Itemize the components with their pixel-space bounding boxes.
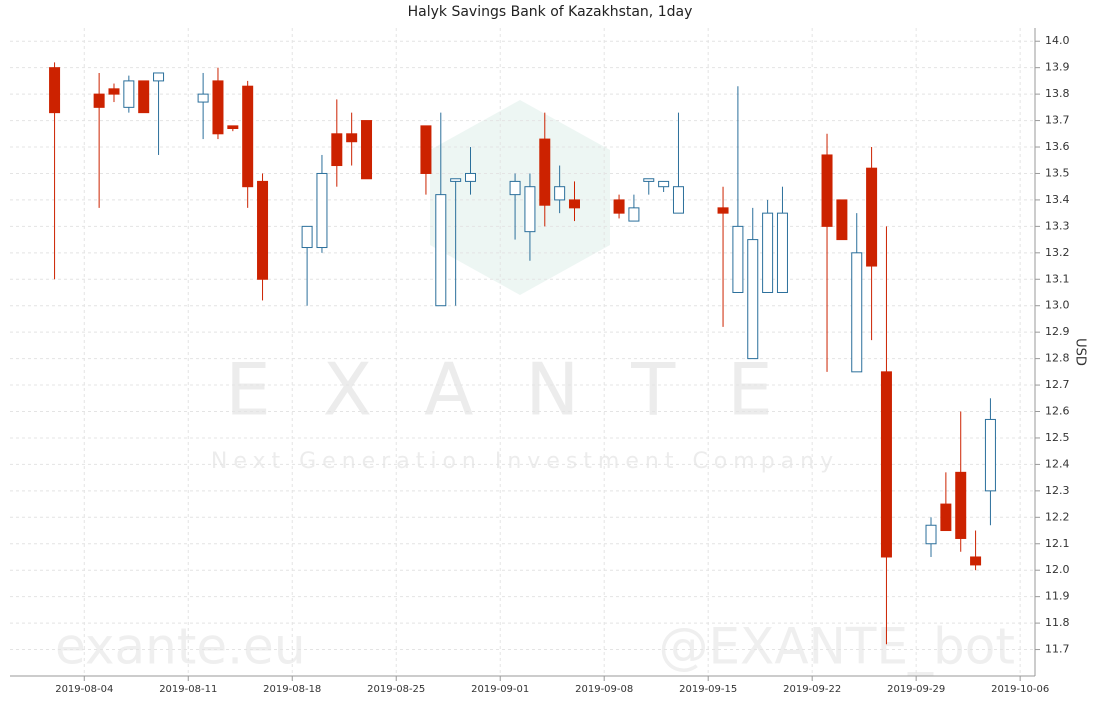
candle-body [93, 93, 105, 108]
watermark-tagline: Next Generation Investment Company [211, 449, 839, 474]
candle-body [465, 172, 477, 182]
candle-body [212, 80, 224, 135]
x-tick-label: 2019-09-22 [783, 684, 841, 695]
candle-body [435, 194, 447, 307]
candle-body [643, 178, 655, 182]
y-tick-label: 12.7 [1045, 378, 1070, 391]
candle-body [539, 138, 551, 206]
y-tick-label: 13.0 [1045, 299, 1070, 312]
candle-body [108, 88, 120, 95]
y-tick-label: 12.0 [1045, 563, 1070, 576]
candle-body [554, 186, 566, 201]
y-tick-label: 11.9 [1045, 590, 1070, 603]
candle-body [509, 180, 521, 196]
chart-title: Halyk Savings Bank of Kazakhstan, 1day [408, 4, 693, 20]
candle-body [776, 212, 788, 293]
candle-body [227, 125, 239, 130]
candle-body [925, 524, 937, 545]
y-tick-label: 13.2 [1045, 246, 1070, 259]
candle-body [49, 67, 61, 114]
watermark-brand: EXANTE [225, 348, 824, 432]
y-tick-label: 13.9 [1045, 61, 1070, 74]
candle-body [613, 199, 625, 214]
y-tick-label: 12.9 [1045, 325, 1070, 338]
y-tick-label: 12.1 [1045, 537, 1070, 550]
watermark-logo [430, 100, 610, 295]
watermark [430, 100, 610, 295]
candle-body [153, 72, 165, 82]
y-tick-label: 13.1 [1045, 272, 1070, 285]
candle-body [866, 167, 878, 267]
y-tick-label: 12.3 [1045, 484, 1070, 497]
candle-body [970, 556, 982, 566]
candle-body [420, 125, 432, 174]
candle-body [940, 503, 952, 532]
watermark-bot: @EXANTE_bot [658, 618, 1015, 676]
candle-body [880, 371, 892, 558]
candle-body [138, 80, 150, 114]
candle-body [450, 178, 462, 182]
candle-body [123, 80, 135, 108]
candle-body [658, 180, 670, 188]
y-tick-label: 12.4 [1045, 457, 1070, 470]
y-tick-label: 12.6 [1045, 405, 1070, 418]
y-tick-label: 13.3 [1045, 219, 1070, 232]
y-tick-label: 11.8 [1045, 616, 1070, 629]
candle-body [331, 133, 343, 167]
candle-body [197, 93, 209, 103]
candle-body [301, 225, 313, 249]
x-tick-label: 2019-09-15 [679, 684, 737, 695]
y-tick-label: 14.0 [1045, 34, 1070, 47]
y-tick-label: 12.2 [1045, 510, 1070, 523]
y-tick-label: 13.4 [1045, 193, 1070, 206]
candle-body [717, 207, 729, 214]
y-tick-label: 13.7 [1045, 114, 1070, 127]
candle-body [568, 199, 580, 209]
x-tick-label: 2019-08-25 [367, 684, 425, 695]
candle-body [732, 225, 744, 293]
candle-body [672, 186, 684, 214]
y-tick-label: 13.5 [1045, 166, 1070, 179]
x-tick-label: 2019-09-29 [887, 684, 945, 695]
y-tick-label: 13.6 [1045, 140, 1070, 153]
candle-body [316, 172, 328, 249]
x-tick-label: 2019-10-06 [991, 684, 1049, 695]
y-axis-label: USD [1073, 338, 1088, 366]
y-tick-label: 11.7 [1045, 643, 1070, 656]
x-tick-label: 2019-08-04 [55, 684, 113, 695]
candle-body [955, 471, 967, 539]
candle-body [747, 239, 759, 360]
watermark-site: exante.eu [55, 618, 306, 676]
candle-body [361, 120, 373, 180]
x-tick-label: 2019-08-11 [159, 684, 217, 695]
y-tick-label: 13.8 [1045, 87, 1070, 100]
candle-body [851, 252, 863, 373]
x-tick-label: 2019-09-01 [471, 684, 529, 695]
candle-body [984, 418, 996, 492]
candle-body [762, 212, 774, 293]
candle-body [346, 133, 358, 143]
y-tick-label: 12.5 [1045, 431, 1070, 444]
candle-body [821, 154, 833, 227]
candle-body [524, 186, 536, 233]
candle-body [628, 207, 640, 222]
y-tick-label: 12.8 [1045, 352, 1070, 365]
candle-body [242, 85, 254, 188]
x-tick-label: 2019-08-18 [263, 684, 321, 695]
candle-body [257, 180, 269, 280]
candle-body [836, 199, 848, 241]
x-tick-label: 2019-09-08 [575, 684, 633, 695]
